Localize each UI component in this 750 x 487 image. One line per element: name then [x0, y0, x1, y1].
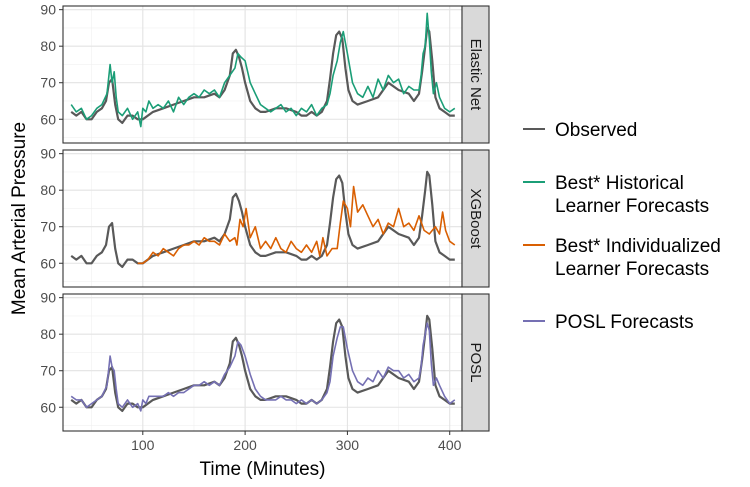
legend-label: Learner Forecasts — [555, 259, 709, 280]
legend-label: Observed — [555, 120, 637, 141]
y-tick-label: 60 — [40, 399, 56, 415]
facet-strip-label: Elastic Net — [467, 39, 484, 112]
facet-strip — [461, 149, 490, 288]
panel-background — [63, 294, 462, 431]
x-tick-label: 200 — [233, 437, 257, 453]
y-tick-label: 90 — [40, 290, 56, 306]
x-tick-label: 400 — [438, 437, 462, 453]
y-axis-title: Mean Arterial Pressure — [9, 122, 30, 315]
facet-strip-label: POSL — [467, 342, 484, 382]
y-tick-label: 60 — [40, 111, 56, 127]
observed-line — [70, 26, 455, 124]
y-tick-label: 90 — [40, 146, 56, 162]
x-axis: 100 200 300 400 — [131, 431, 462, 453]
y-tick-label: 90 — [40, 2, 56, 18]
y-tick-label: 80 — [40, 38, 56, 54]
facet-panels: 60 70 80 90 Elastic Net 60 70 80 90 XGBoost 60 70 80… — [40, 2, 490, 432]
legend-item: POSL Forecasts — [523, 312, 694, 333]
panel-background — [63, 6, 462, 143]
legend-label: Best* Historical — [555, 173, 684, 194]
y-tick-label: 80 — [40, 326, 56, 342]
posl-forecast-line — [70, 322, 456, 412]
legend-label: Learner Forecasts — [555, 196, 709, 217]
facet-posl: 60 70 80 90 POSL — [40, 290, 490, 432]
facet-strip — [461, 293, 490, 432]
y-tick-label: 70 — [40, 363, 56, 379]
x-tick-label: 300 — [336, 437, 360, 453]
x-axis-title: Time (Minutes) — [200, 459, 326, 480]
elastic_net-forecast-line — [70, 12, 456, 128]
y-tick-label: 80 — [40, 182, 56, 198]
xgboost-forecast-line — [137, 185, 456, 265]
y-tick-label: 70 — [40, 219, 56, 235]
facet-strip — [461, 5, 490, 144]
y-tick-label: 70 — [40, 75, 56, 91]
legend-label: Best* Individualized — [555, 236, 721, 257]
x-tick-label: 100 — [131, 437, 155, 453]
legend-item: Observed — [523, 120, 637, 141]
facet-elastic_net: 60 70 80 90 Elastic Net — [40, 2, 490, 144]
y-tick-label: 60 — [40, 255, 56, 271]
legend-label: POSL Forecasts — [555, 312, 694, 333]
facet-strip-label: XGBoost — [467, 188, 484, 249]
facet-xgboost: 60 70 80 90 XGBoost — [40, 146, 490, 288]
observed-line — [70, 170, 455, 268]
